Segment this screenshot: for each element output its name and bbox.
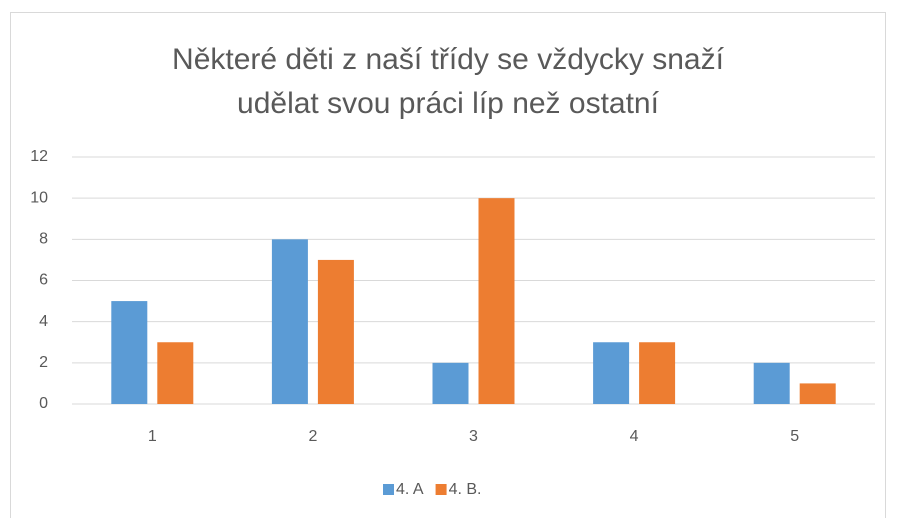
x-tick-label: 5 bbox=[790, 428, 799, 445]
bar bbox=[111, 301, 148, 404]
bar bbox=[317, 259, 354, 404]
bar bbox=[478, 198, 515, 404]
y-tick-label: 2 bbox=[39, 354, 48, 371]
y-tick-label: 6 bbox=[39, 272, 48, 289]
y-tick-label: 0 bbox=[39, 395, 48, 412]
legend-swatch bbox=[383, 484, 394, 495]
x-tick-label: 3 bbox=[469, 428, 478, 445]
bar bbox=[271, 239, 308, 404]
legend-label: 4. A bbox=[396, 481, 424, 498]
y-tick-label: 12 bbox=[30, 148, 48, 165]
legend-swatch bbox=[435, 484, 447, 495]
y-tick-label: 4 bbox=[39, 313, 48, 330]
bar bbox=[157, 342, 194, 404]
bar bbox=[639, 342, 676, 404]
x-tick-label: 4 bbox=[630, 428, 639, 445]
chart-title: Některé děti z naší třídy se vždycky sna… bbox=[172, 43, 724, 120]
y-tick-label: 8 bbox=[39, 231, 48, 248]
bar bbox=[753, 362, 790, 404]
bar bbox=[799, 383, 836, 404]
legend-label: 4. B. bbox=[449, 481, 482, 498]
bar bbox=[593, 342, 630, 404]
x-tick-label: 2 bbox=[308, 428, 317, 445]
chart-border bbox=[10, 12, 886, 518]
x-tick-label: 1 bbox=[148, 428, 157, 445]
y-tick-label: 10 bbox=[30, 189, 48, 206]
bar bbox=[432, 362, 469, 404]
